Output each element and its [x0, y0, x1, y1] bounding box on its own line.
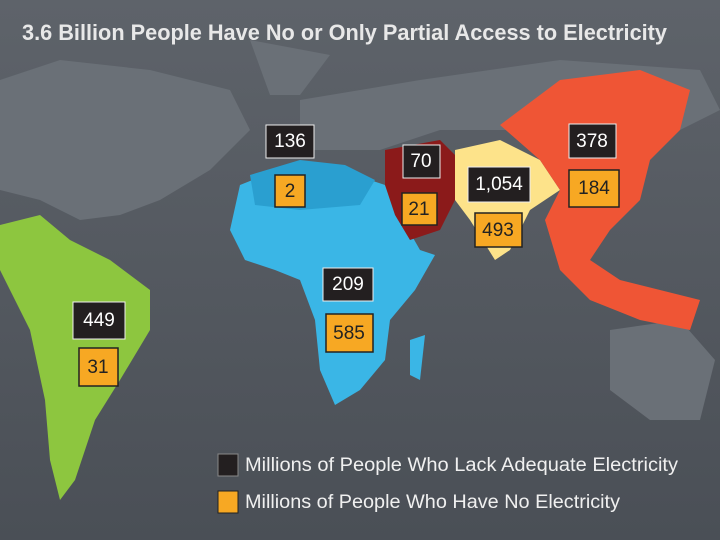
label-box: 378	[568, 123, 617, 159]
label-box: 585	[325, 313, 374, 353]
label-box: 184	[568, 169, 620, 208]
title: 3.6 Billion People Have No or Only Parti…	[22, 20, 668, 45]
none-value: 31	[87, 357, 108, 378]
label-box: 2	[274, 174, 306, 208]
label-box: 449	[72, 301, 126, 340]
label-box: 493	[474, 212, 523, 248]
none-value: 585	[333, 323, 365, 344]
label-box: 209	[322, 267, 374, 302]
legend-label: Millions of People Who Have No Electrici…	[245, 492, 621, 513]
none-value: 2	[285, 181, 296, 202]
lack-value: 70	[410, 151, 431, 172]
label-box: 21	[401, 192, 438, 226]
grey-land	[0, 40, 720, 420]
south-america	[0, 215, 150, 500]
none-value: 493	[482, 220, 514, 241]
lack-value: 449	[83, 310, 115, 331]
label-box: 31	[78, 347, 119, 387]
lack-value: 209	[332, 274, 364, 295]
label-box: 136	[265, 124, 315, 159]
lack-value: 136	[274, 131, 306, 152]
legend-label: Millions of People Who Lack Adequate Ele…	[245, 455, 679, 476]
none-value: 21	[408, 199, 429, 220]
lack-value: 1,054	[475, 174, 523, 195]
none-value: 184	[578, 178, 610, 199]
madagascar	[410, 335, 425, 380]
legend-swatch	[217, 490, 239, 514]
label-box: 70	[402, 144, 441, 179]
label-box: 1,054	[467, 166, 531, 203]
lack-value: 378	[576, 131, 608, 152]
legend-swatch	[217, 453, 239, 477]
